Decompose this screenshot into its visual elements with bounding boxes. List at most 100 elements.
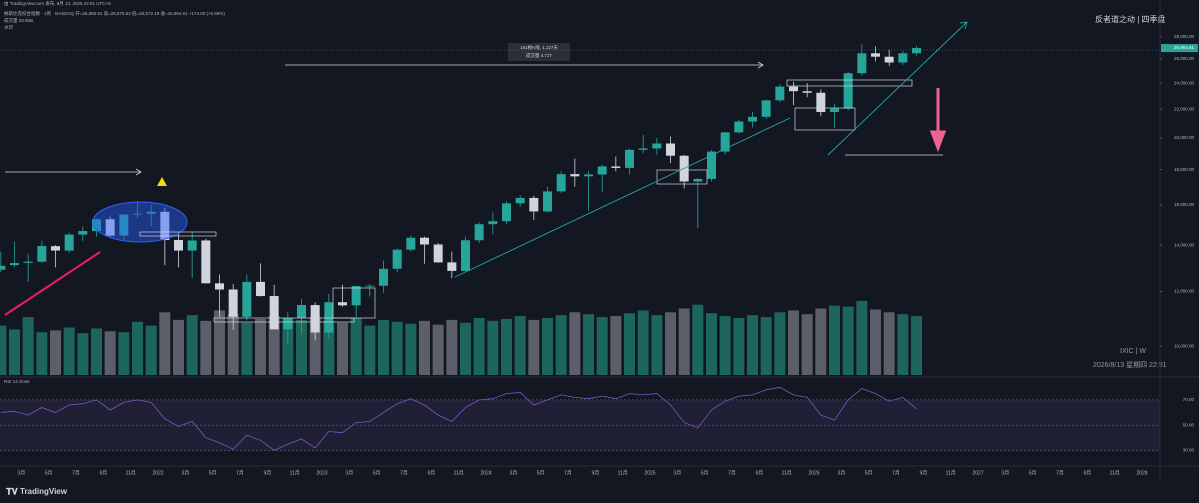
volume-bar (391, 321, 403, 375)
down-arrow (929, 88, 947, 153)
candle-body (64, 234, 74, 251)
candle-body (871, 53, 880, 57)
candle-body (761, 100, 771, 117)
y-tick-label: 24,000.00 (1174, 80, 1195, 85)
trend-line (454, 117, 791, 278)
volume-bar (473, 318, 485, 375)
volume-bar (637, 310, 649, 375)
x-tick-label: 2026 (808, 470, 819, 476)
volume-bar (145, 325, 157, 375)
last-price-tag (1161, 44, 1198, 53)
datetime: 2026/8/13 星期四 22:51 (1093, 361, 1167, 369)
volume-bar (842, 306, 854, 375)
volume-bar (555, 315, 567, 375)
x-tick-label: 5月 (45, 470, 53, 476)
volume-bar (118, 332, 130, 375)
rsi-line (0, 386, 917, 451)
x-tick-label: 7月 (564, 470, 572, 476)
rsi-name: RSI 14 close (4, 379, 30, 384)
candle-body (228, 289, 238, 317)
volume-bar (350, 318, 362, 375)
measure-text: 成交量 4.71T (526, 52, 553, 59)
volume-bar (514, 316, 526, 375)
candle-body (912, 48, 921, 54)
candle-body (174, 240, 183, 251)
candle-body (105, 219, 115, 236)
volume-bar (760, 317, 772, 375)
x-tick-label: 11月 (946, 470, 956, 476)
candle-body (597, 166, 607, 175)
range-box (786, 79, 913, 87)
volume-bar (883, 312, 895, 375)
last-price-label: 26,964.61 (1174, 45, 1195, 50)
candle-body (215, 283, 224, 290)
candle-body (611, 166, 621, 168)
x-tick-label: 9月 (919, 470, 927, 476)
y-tick-label: 12,000.00 (1174, 289, 1195, 294)
x-tick-label: 9月 (591, 470, 599, 476)
volume-bar (50, 330, 61, 375)
rsi-tick-label: 70.00 (1183, 397, 1195, 402)
candle-body (843, 73, 853, 109)
measure-line (285, 61, 764, 69)
x-tick-label: 5月 (537, 470, 545, 476)
third-line: 水印 (4, 24, 13, 31)
volume-bar (9, 329, 20, 375)
volume-bar (897, 314, 909, 375)
x-tick-label: 9月 (1083, 470, 1091, 476)
x-tick-label: 11月 (290, 470, 300, 476)
volume-bar (323, 320, 335, 375)
candle-body (502, 203, 511, 222)
volume-bar (227, 314, 239, 375)
volume-bar (214, 310, 225, 375)
x-tick-label: 2028 (1136, 470, 1147, 476)
x-tick-label: 11月 (454, 470, 464, 476)
volume-bar (801, 314, 813, 375)
candle-body (51, 246, 60, 251)
symbol-tag: IXIC | W (1120, 348, 1146, 355)
candles (0, 44, 922, 375)
candle-body (297, 305, 306, 318)
arrow-line (5, 168, 142, 176)
candle-body (23, 261, 33, 263)
x-tick-label: 5月 (701, 470, 709, 476)
candle-body (310, 305, 320, 333)
x-tick-label: 7月 (892, 470, 900, 476)
candle-body (652, 143, 662, 149)
volume-bar (569, 312, 581, 375)
range-box (332, 287, 376, 319)
x-tick-label: 5月 (373, 470, 381, 476)
candle-body (324, 302, 334, 333)
candle-body (802, 91, 812, 93)
x-tick-label: 2023 (316, 470, 327, 476)
volume-bar (63, 327, 75, 375)
candle-body (37, 246, 47, 262)
candle-body (242, 281, 252, 317)
candle-body (625, 149, 634, 168)
x-tick-label: 9月 (99, 470, 107, 476)
candle-body (379, 268, 388, 286)
volume-bar (77, 333, 89, 375)
volume-bar (528, 319, 540, 375)
volume-bar (364, 325, 376, 375)
x-tick-label: 7月 (400, 470, 408, 476)
volume-bar (911, 316, 922, 375)
candle-body (638, 148, 648, 150)
drawings (0, 21, 1160, 323)
warning-icon (157, 177, 167, 186)
candle-body (570, 174, 580, 177)
volume-bar (159, 312, 171, 375)
candle-body (10, 263, 19, 266)
candle-body (187, 240, 197, 251)
volume-bar (788, 310, 799, 375)
volume-bar (173, 319, 184, 375)
x-tick-label: 2025 (644, 470, 655, 476)
rsi-tick-label: 50.00 (1183, 422, 1195, 427)
candle-body (0, 265, 6, 270)
range-box (213, 317, 355, 323)
volume-bar (186, 315, 198, 375)
volume-bar (378, 319, 389, 375)
measure-text: 161根K线, 1,127天 (520, 44, 558, 51)
volume-bar (651, 315, 663, 375)
